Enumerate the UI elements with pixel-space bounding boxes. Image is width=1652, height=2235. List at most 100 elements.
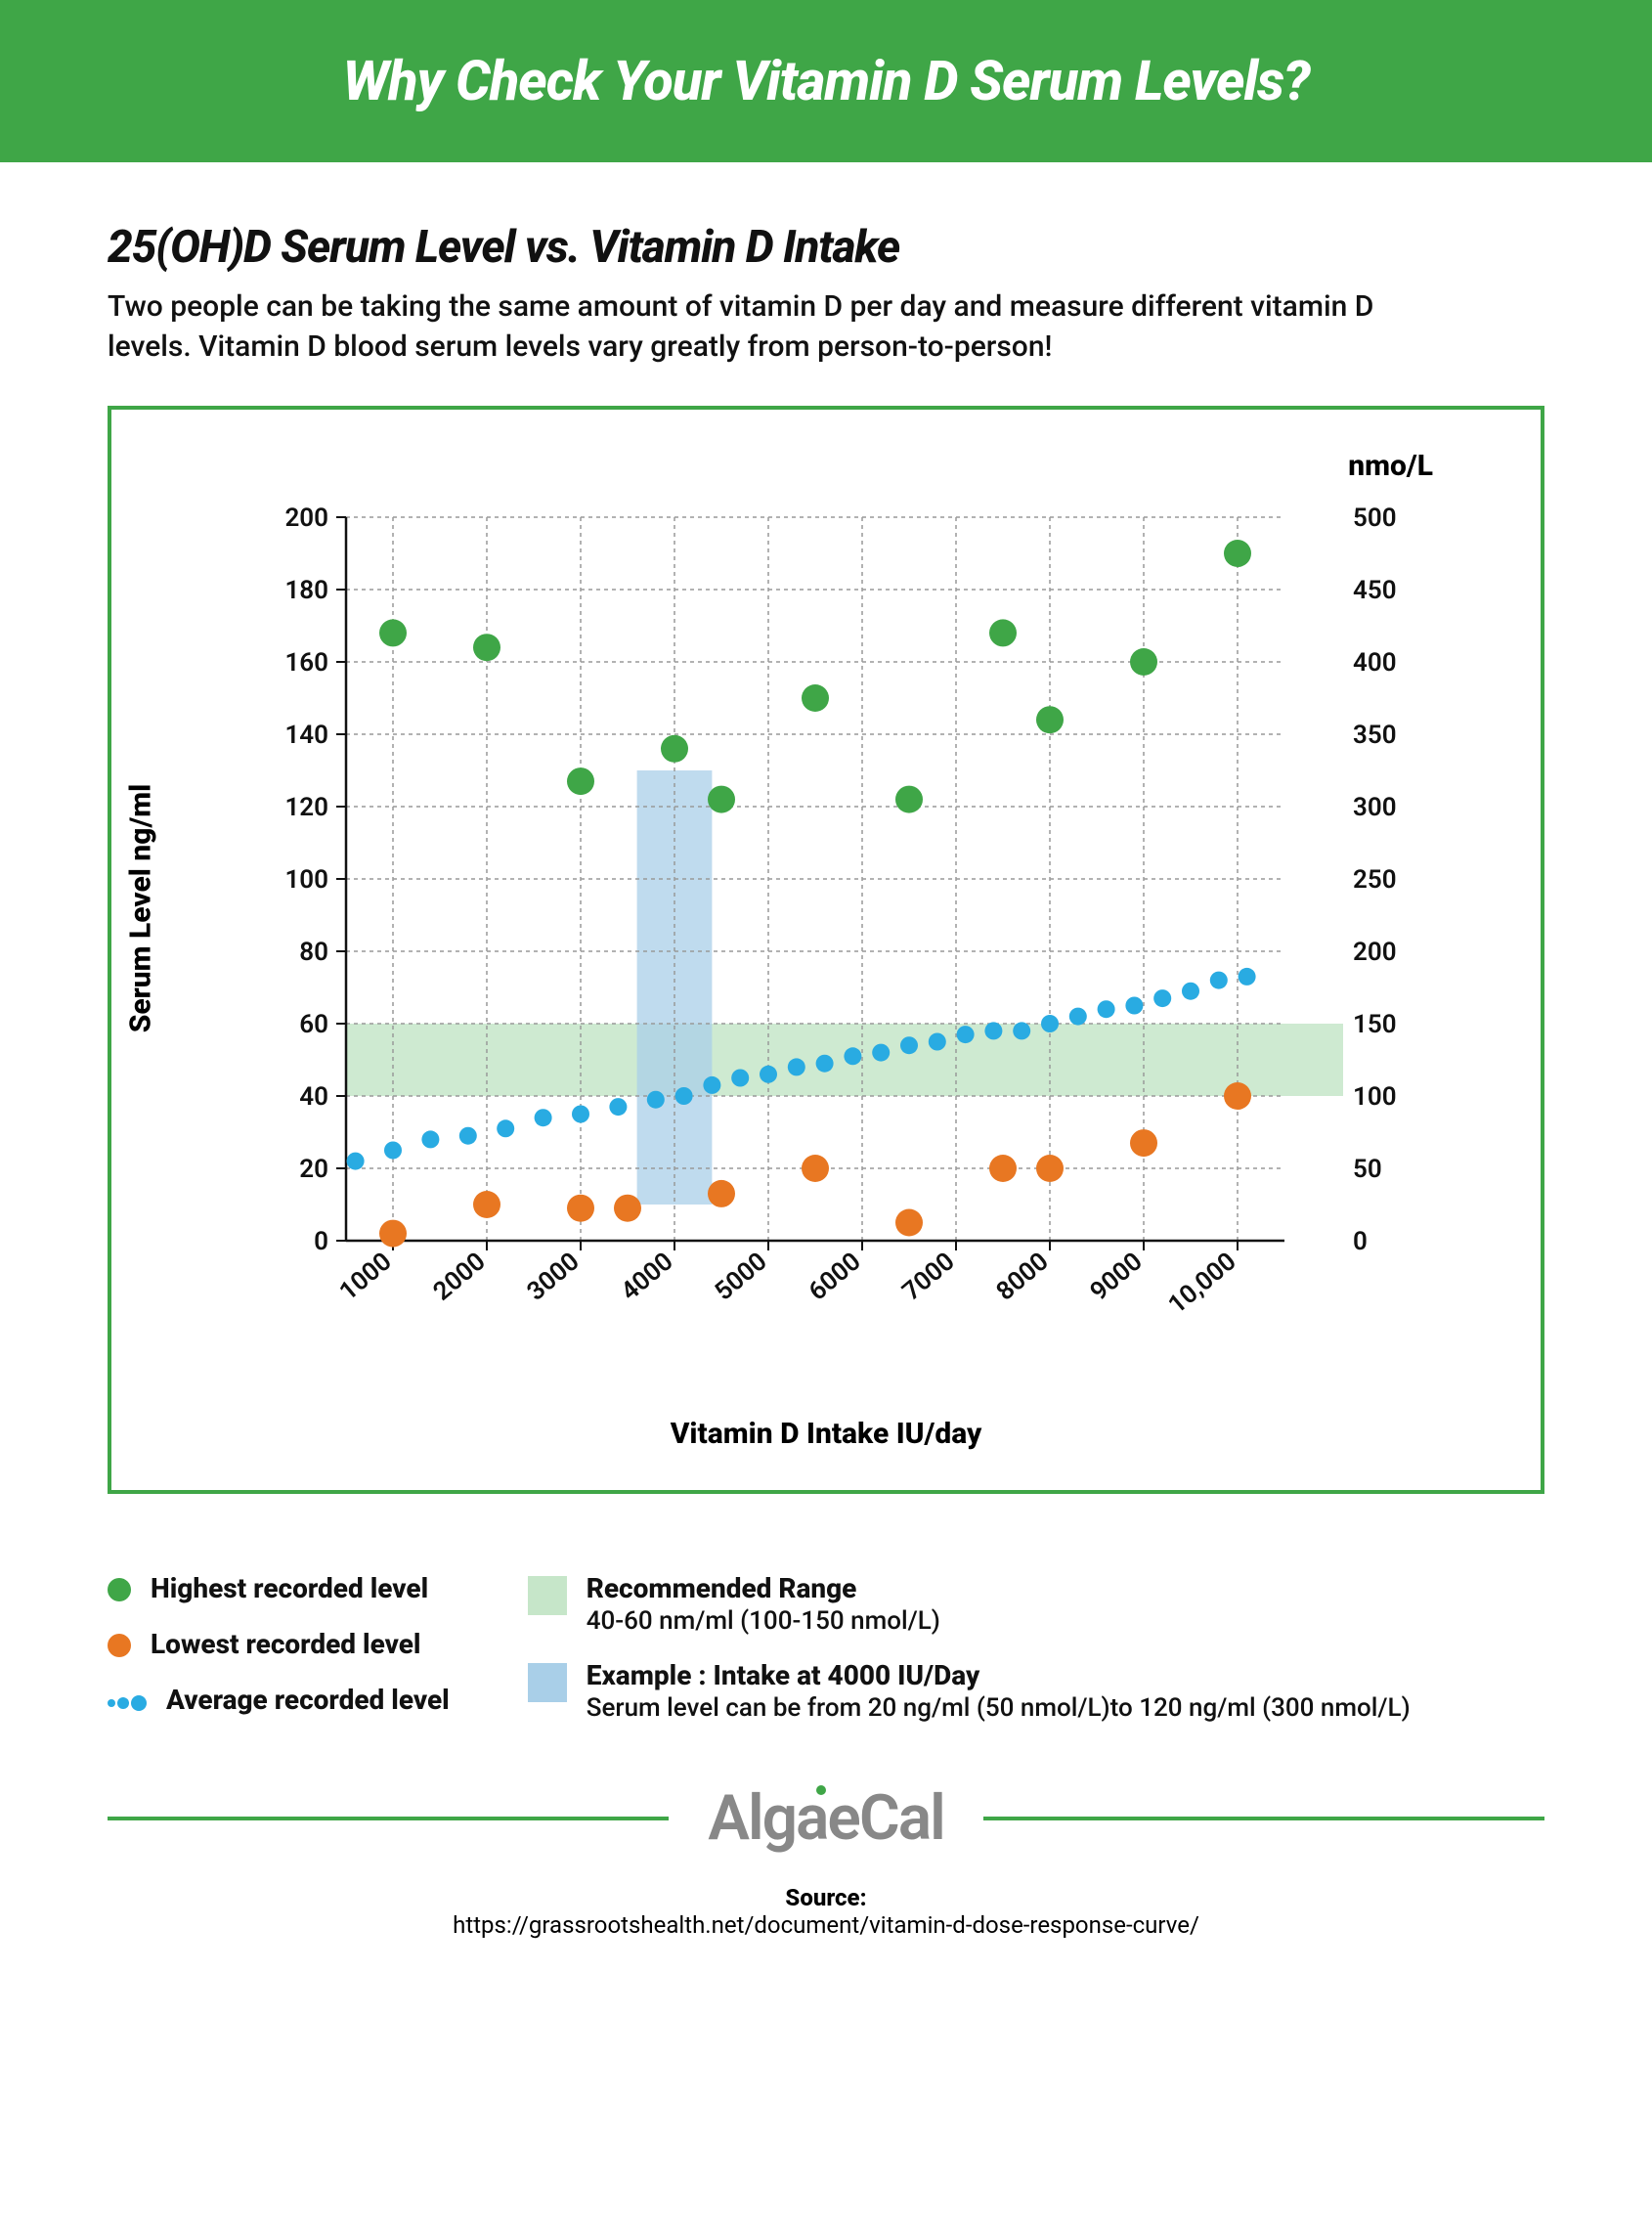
y-right-tick-label: 0	[1353, 1227, 1368, 1256]
page-title: Why Check Your Vitamin D Serum Levels?	[59, 49, 1593, 113]
y-right-tick-label: 150	[1353, 1010, 1397, 1039]
average-point	[1125, 997, 1143, 1015]
legend-text: Highest recorded level	[151, 1572, 428, 1604]
average-point	[929, 1033, 946, 1051]
legend-text: Recommended Range40-60 nm/ml (100-150 nm…	[587, 1572, 940, 1636]
average-point	[900, 1036, 918, 1054]
highest-point	[473, 634, 500, 661]
legend-label: Lowest recorded level	[151, 1628, 420, 1660]
brand-row: AlgaeCal	[0, 1742, 1652, 1874]
legend-right-col: Recommended Range40-60 nm/ml (100-150 nm…	[528, 1572, 1411, 1723]
average-point	[731, 1070, 749, 1087]
highest-point	[989, 619, 1017, 646]
legend-item-example: Example : Intake at 4000 IU/DaySerum lev…	[528, 1659, 1411, 1723]
legend-left-col: Highest recorded level Lowest recorded le…	[108, 1572, 450, 1723]
y-left-tick-label: 80	[299, 938, 328, 967]
average-point	[675, 1087, 693, 1105]
x-tick-label: 6000	[804, 1247, 867, 1306]
legend-sublabel: 40-60 nm/ml (100-150 nmol/L)	[587, 1606, 940, 1636]
y-right-tick-label: 350	[1353, 721, 1397, 750]
chart-frame: nmo/L Serum Level ng/ml 0204060801001201…	[108, 406, 1544, 1494]
average-point	[647, 1091, 665, 1109]
average-point	[1182, 983, 1199, 1000]
average-point	[788, 1058, 805, 1075]
average-point	[347, 1153, 365, 1170]
average-point	[459, 1127, 477, 1145]
highest-point	[661, 735, 688, 763]
y-left-tick-label: 0	[314, 1227, 328, 1256]
legend-item-average: Average recorded level	[108, 1684, 450, 1716]
lowest-point	[708, 1180, 735, 1207]
y-right-tick-label: 450	[1353, 576, 1397, 605]
highest-point	[1224, 540, 1251, 567]
chart-svg: 0204060801001201401601802000501001502002…	[151, 439, 1480, 1378]
recommended-band	[346, 1024, 1343, 1096]
legend-text: Lowest recorded level	[151, 1628, 420, 1660]
lowest-point	[989, 1155, 1017, 1182]
y-right-tick-label: 50	[1353, 1155, 1382, 1184]
average-point	[957, 1026, 975, 1043]
lowest-point	[802, 1155, 829, 1182]
y-left-tick-label: 180	[284, 576, 328, 605]
highest-point	[567, 767, 594, 795]
average-point	[1069, 1008, 1087, 1026]
x-tick-label: 8000	[991, 1247, 1055, 1306]
average-point	[384, 1142, 402, 1160]
highest-point	[708, 786, 735, 813]
average-point	[1098, 1000, 1115, 1018]
average-point	[703, 1076, 720, 1094]
brand-line-left	[108, 1817, 669, 1820]
average-point	[609, 1098, 627, 1116]
brand-line-right	[983, 1817, 1544, 1820]
y-right-tick-label: 200	[1353, 938, 1397, 967]
lowest-point	[1036, 1155, 1064, 1182]
legend: Highest recorded level Lowest recorded le…	[0, 1523, 1652, 1742]
y-left-tick-label: 20	[299, 1155, 328, 1184]
highest-point	[895, 786, 923, 813]
y-right-axis-label: nmo/L	[1348, 449, 1433, 483]
source-url: https://grassrootshealth.net/document/vi…	[0, 1911, 1652, 1939]
legend-dots-icon	[108, 1693, 147, 1713]
legend-text: Example : Intake at 4000 IU/DaySerum lev…	[587, 1659, 1411, 1723]
y-left-tick-label: 160	[284, 648, 328, 678]
header-banner: Why Check Your Vitamin D Serum Levels?	[0, 0, 1652, 162]
legend-label: Highest recorded level	[151, 1572, 428, 1604]
average-point	[1153, 989, 1171, 1007]
lowest-point	[1224, 1082, 1251, 1110]
x-tick-label: 4000	[616, 1247, 679, 1306]
legend-dot-icon	[108, 1634, 131, 1657]
source-label: Source:	[0, 1884, 1652, 1911]
y-left-tick-label: 200	[284, 504, 328, 533]
lowest-point	[895, 1209, 923, 1237]
x-tick-label: 7000	[897, 1247, 961, 1306]
y-right-tick-label: 300	[1353, 793, 1397, 822]
legend-label: Average recorded level	[166, 1684, 450, 1716]
average-point	[1239, 968, 1256, 986]
highest-point	[1130, 648, 1157, 676]
highest-point	[379, 619, 407, 646]
x-tick-label: 1000	[334, 1247, 398, 1306]
content-area: 25(OH)D Serum Level vs. Vitamin D Intake…	[0, 162, 1652, 1523]
average-point	[497, 1119, 514, 1137]
chart-title: 25(OH)D Serum Level vs. Vitamin D Intake	[108, 221, 1544, 274]
source-block: Source: https://grassrootshealth.net/doc…	[0, 1874, 1652, 1988]
average-point	[421, 1130, 439, 1148]
average-point	[535, 1109, 552, 1126]
lowest-point	[614, 1195, 641, 1222]
legend-label: Example : Intake at 4000 IU/Day	[587, 1659, 1411, 1691]
x-tick-label: 2000	[428, 1247, 492, 1306]
chart-area: nmo/L Serum Level ng/ml 0204060801001201…	[151, 439, 1501, 1378]
lowest-point	[567, 1195, 594, 1222]
average-point	[816, 1055, 834, 1073]
y-left-tick-label: 100	[284, 865, 328, 895]
x-tick-label: 5000	[710, 1247, 773, 1306]
legend-item-highest: Highest recorded level	[108, 1572, 450, 1604]
legend-swatch-icon	[528, 1576, 567, 1615]
chart-subtitle: Two people can be taking the same amount…	[108, 287, 1427, 367]
y-left-tick-label: 60	[299, 1010, 328, 1039]
legend-dot-icon	[108, 1578, 131, 1601]
highest-point	[1036, 706, 1064, 733]
x-tick-label: 3000	[522, 1247, 586, 1306]
y-left-tick-label: 120	[284, 793, 328, 822]
x-axis-label: Vitamin D Intake IU/day	[151, 1417, 1501, 1451]
